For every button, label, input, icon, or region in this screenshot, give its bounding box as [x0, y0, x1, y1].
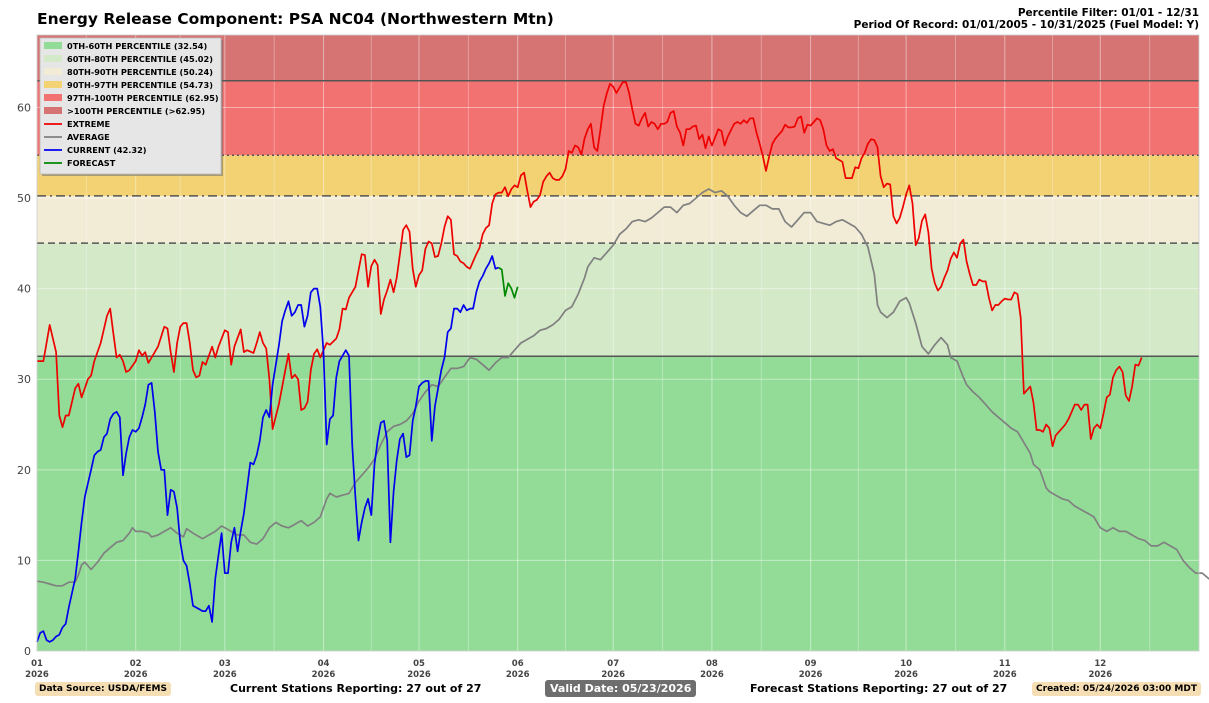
legend-swatch-3	[44, 81, 62, 88]
x-tick-year-7: 2026	[700, 670, 724, 680]
y-tick-label-0: 0	[24, 645, 31, 658]
x-tick-month-10: 11	[999, 659, 1011, 669]
y-tick-label-4: 40	[17, 283, 31, 296]
percentile-band-2	[37, 195, 1199, 244]
x-tick-year-0: 2026	[25, 670, 49, 680]
y-tick-label-5: 50	[17, 192, 31, 205]
legend-box	[39, 37, 222, 175]
legend-swatch-2	[44, 68, 62, 75]
y-tick-label-6: 60	[17, 101, 31, 114]
percentile-band-0	[37, 356, 1199, 651]
legend: 0TH-60TH PERCENTILE (32.54) 60TH-80TH PER…	[39, 37, 223, 176]
x-tick-month-3: 04	[318, 659, 330, 669]
x-tick-year-10: 2026	[993, 670, 1017, 680]
legend-label-1: 60TH-80TH PERCENTILE (45.02)	[67, 54, 213, 64]
x-tick-month-2: 03	[219, 659, 231, 669]
percentile-band-5	[37, 35, 1199, 81]
legend-swatch-0	[44, 42, 62, 49]
forecast-stations-label: Forecast Stations Reporting: 27 out of 2…	[750, 682, 1008, 695]
legend-label-9: FORECAST	[67, 158, 116, 168]
y-tick-label-3: 30	[17, 373, 31, 386]
legend-swatch-5	[44, 107, 62, 114]
x-tick-year-9: 2026	[894, 670, 918, 680]
legend-label-7: AVERAGE	[67, 132, 110, 142]
period-of-record-label: Period Of Record: 01/01/2005 - 10/31/202…	[853, 19, 1199, 31]
percentile-filter-label: Percentile Filter: 01/01 - 12/31	[1017, 7, 1199, 19]
percentile-band-3	[37, 155, 1199, 196]
x-tick-month-4: 05	[413, 659, 425, 669]
series-lines	[36, 81, 1209, 643]
x-tick-month-8: 09	[805, 659, 817, 669]
series-line-0	[37, 81, 1143, 448]
series-line-1	[36, 188, 1209, 587]
plot-frame	[36, 34, 1200, 652]
valid-date-badge: Valid Date: 05/23/2026	[545, 680, 697, 697]
x-tick-year-3: 2026	[312, 670, 336, 680]
x-tick-month-7: 08	[706, 659, 718, 669]
x-tick-year-11: 2026	[1088, 670, 1112, 680]
legend-swatch-1	[44, 55, 62, 62]
legend-label-3: 90TH-97TH PERCENTILE (54.73)	[67, 80, 213, 90]
legend-label-5: >100TH PERCENTILE (>62.95)	[67, 106, 205, 116]
x-tick-month-5: 06	[512, 659, 524, 669]
legend-label-8: CURRENT (42.32)	[67, 145, 147, 155]
percentile-band-1	[37, 243, 1199, 357]
x-tick-month-6: 07	[607, 659, 619, 669]
data-source-badge: Data Source: USDA/FEMS	[35, 682, 171, 696]
series-line-2	[36, 255, 499, 643]
chart-title: Energy Release Component: PSA NC04 (Nort…	[37, 10, 554, 28]
x-tick-year-1: 2026	[124, 670, 148, 680]
axes: 0102030405060012026022026032026042026052…	[17, 34, 1200, 680]
x-tick-year-2: 2026	[213, 670, 237, 680]
current-stations-label: Current Stations Reporting: 27 out of 27	[230, 682, 482, 695]
x-tick-year-4: 2026	[407, 670, 431, 680]
legend-label-2: 80TH-90TH PERCENTILE (50.24)	[67, 67, 213, 77]
percentile-band-4	[37, 80, 1199, 156]
legend-swatch-4	[44, 94, 62, 101]
x-tick-month-11: 12	[1094, 659, 1106, 669]
percentile-bands	[37, 35, 1199, 651]
y-tick-label-1: 10	[17, 554, 31, 567]
legend-label-0: 0TH-60TH PERCENTILE (32.54)	[67, 41, 207, 51]
series-line-3	[498, 266, 519, 299]
x-tick-month-9: 10	[900, 659, 912, 669]
x-tick-month-0: 01	[31, 659, 43, 669]
legend-label-6: EXTREME	[67, 119, 110, 129]
x-tick-year-5: 2026	[506, 670, 530, 680]
created-date-badge: Created: 05/24/2026 03:00 MDT	[1032, 682, 1201, 696]
x-tick-year-6: 2026	[601, 670, 625, 680]
legend-label-4: 97TH-100TH PERCENTILE (62.95)	[67, 93, 219, 103]
x-tick-month-1: 02	[130, 659, 142, 669]
x-tick-year-8: 2026	[799, 670, 823, 680]
y-tick-label-2: 20	[17, 464, 31, 477]
